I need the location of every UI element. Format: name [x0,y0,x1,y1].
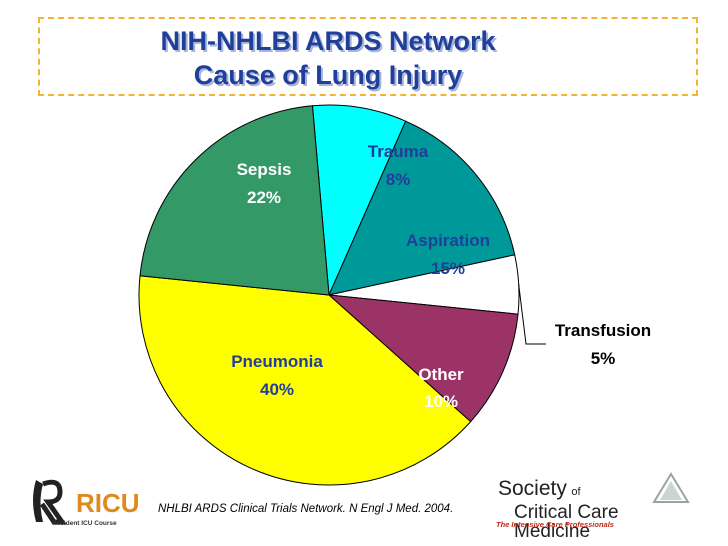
slice-value-trauma: 8% [386,170,411,189]
title-frame [38,17,698,96]
page-title: NIH-NHLBI ARDS Network Cause of Lung Inj… [38,24,618,92]
slice-value-other: 10% [424,392,458,411]
title-line-1: NIH-NHLBI ARDS Network [160,26,496,56]
slice-label-trauma: Trauma [368,142,429,161]
sccm-name: Society of Critical Care Medicine [498,478,692,541]
pie-slice-sepsis [139,105,330,296]
sccm-emblem-icon [652,472,690,503]
sccm-of: of [571,486,581,498]
sccm-line-1: Society [498,477,567,500]
ricu-brand-text: RICU [76,488,138,518]
ricu-logo: RICU Resident ICU Course [26,470,140,534]
title-line-2: Cause of Lung Injury [193,60,463,90]
slice-value-aspiration: 15% [431,259,465,278]
slice-label-sepsis: Sepsis [237,160,292,179]
sccm-logo: Society of Critical Care Medicine The In… [496,470,692,541]
slice-label-other: Other [418,365,464,384]
ricu-logo-mark: RICU [33,479,140,525]
slice-value-transfusion: 5% [591,349,616,368]
sccm-line-2: Critical Care Medicine [514,502,619,542]
slice-value-sepsis: 22% [247,188,281,207]
pie-slice-pneumonia [138,275,472,486]
pie-slice-other [327,294,519,423]
slice-label-transfusion: Transfusion [555,321,651,340]
leader-line-transfusion [518,284,546,345]
pie-slice-trauma [311,104,407,296]
slice-label-pneumonia: Pneumonia [231,352,323,371]
pie-slice-aspiration [328,120,516,296]
citation: NHLBI ARDS Clinical Trials Network. N En… [158,503,454,515]
ricu-caption: Resident ICU Course [52,520,117,527]
sccm-tagline: The Intensive Care Professionals [496,520,614,529]
slice-label-aspiration: Aspiration [406,231,490,250]
slice-value-pneumonia: 40% [260,380,294,399]
